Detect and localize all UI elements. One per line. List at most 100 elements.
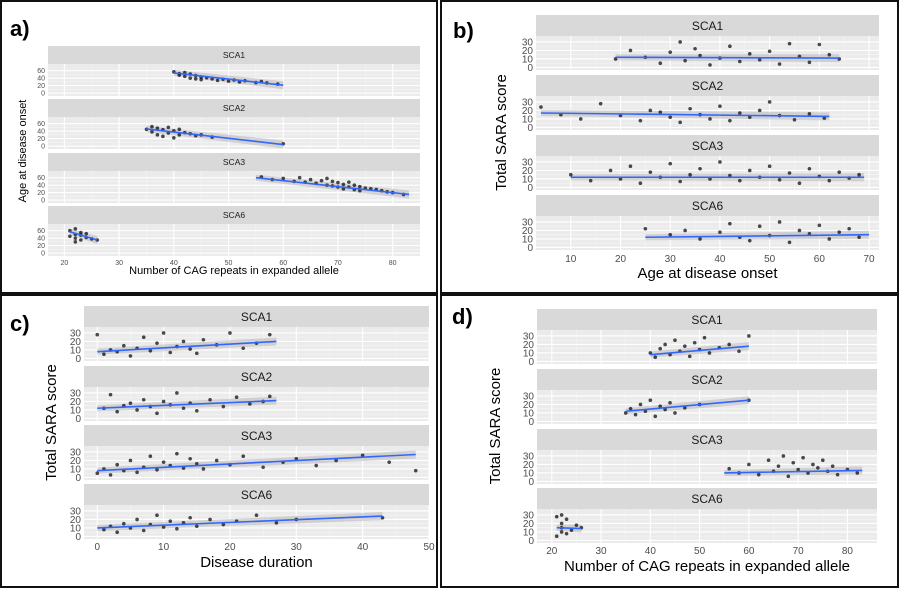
facet-title: SCA2 xyxy=(692,79,724,93)
y-tick-label: 10 xyxy=(70,345,82,356)
data-point xyxy=(193,77,198,81)
data-point xyxy=(638,181,643,185)
facet-panel xyxy=(536,156,879,190)
data-point xyxy=(837,170,842,174)
x-tick-label: 60 xyxy=(814,254,826,265)
data-point xyxy=(658,346,662,351)
data-point xyxy=(807,60,812,65)
facet-strip xyxy=(48,99,420,117)
data-point xyxy=(728,118,732,123)
y-axis-label: Total SARA score xyxy=(487,368,504,485)
fit-line xyxy=(146,128,284,146)
data-point xyxy=(568,172,573,177)
data-point xyxy=(747,168,752,173)
data-point xyxy=(155,513,159,517)
y-tick-label: 0 xyxy=(75,473,81,484)
data-point xyxy=(747,462,751,467)
data-point xyxy=(698,237,702,241)
data-point xyxy=(102,352,106,357)
data-point xyxy=(188,515,192,520)
y-tick-label: 60 xyxy=(37,68,45,75)
panel-label: a) xyxy=(10,16,30,41)
data-point xyxy=(688,172,692,177)
data-point xyxy=(678,179,682,184)
facet-strip xyxy=(537,309,877,330)
data-point xyxy=(737,349,741,354)
facet-title: SCA6 xyxy=(241,488,273,502)
data-point xyxy=(73,240,78,244)
data-point xyxy=(234,395,239,400)
data-point xyxy=(248,402,252,406)
data-point xyxy=(728,221,732,226)
data-point xyxy=(135,517,139,522)
data-point xyxy=(108,392,113,397)
data-point xyxy=(781,454,786,458)
data-point xyxy=(267,332,272,337)
fit-line xyxy=(724,469,863,474)
data-point xyxy=(820,458,825,463)
facet-strip xyxy=(536,75,879,96)
x-tick-label: 50 xyxy=(225,260,233,267)
data-point xyxy=(314,463,319,468)
data-point xyxy=(569,528,574,533)
y-axis-label: Age at disease onset xyxy=(17,100,29,203)
data-point xyxy=(208,517,212,522)
x-tick-label: 30 xyxy=(665,254,677,265)
data-point xyxy=(95,332,100,337)
data-point xyxy=(578,117,583,121)
y-tick-label: 10 xyxy=(523,348,535,359)
data-point xyxy=(855,471,860,475)
data-point xyxy=(221,404,226,409)
data-point xyxy=(718,230,722,234)
data-point xyxy=(148,349,153,353)
data-point xyxy=(663,407,667,412)
data-point xyxy=(128,354,133,358)
facet-strip xyxy=(537,488,877,509)
facet-title: SCA2 xyxy=(691,373,723,387)
panel-label: b) xyxy=(453,18,474,43)
facet-title: SCA3 xyxy=(692,139,724,153)
data-point xyxy=(175,527,179,531)
data-point xyxy=(73,236,78,240)
data-point xyxy=(668,115,673,120)
data-point xyxy=(308,177,313,182)
facet-strip xyxy=(84,425,429,446)
data-point xyxy=(241,346,246,351)
data-point xyxy=(816,466,820,470)
data-point xyxy=(554,514,559,519)
y-tick-label: 20 xyxy=(37,243,45,250)
data-point xyxy=(281,176,286,181)
data-point xyxy=(801,455,805,460)
x-tick-label: 0 xyxy=(94,542,100,553)
data-point xyxy=(683,344,687,348)
facet-strip xyxy=(48,206,420,224)
data-point xyxy=(588,178,593,183)
data-point xyxy=(692,340,697,345)
y-tick-label: 60 xyxy=(37,228,45,235)
data-point xyxy=(554,534,559,538)
facet-strip xyxy=(537,429,877,450)
data-point xyxy=(786,474,791,479)
data-point xyxy=(688,106,692,111)
y-tick-label: 20 xyxy=(70,397,82,408)
data-point xyxy=(226,79,231,83)
y-tick-label: 30 xyxy=(523,510,535,521)
y-tick-label: 60 xyxy=(37,121,45,128)
data-point xyxy=(564,531,569,536)
data-point xyxy=(102,527,106,532)
data-point xyxy=(847,226,851,231)
facet-title: SCA3 xyxy=(241,429,273,443)
y-tick-label: 30 xyxy=(522,217,534,228)
y-tick-label: 20 xyxy=(523,519,535,530)
data-point xyxy=(857,172,861,177)
data-point xyxy=(188,456,192,461)
x-tick-label: 60 xyxy=(743,546,755,557)
data-point xyxy=(228,331,232,335)
data-point xyxy=(668,161,673,166)
fit-line xyxy=(650,345,749,356)
data-point xyxy=(835,472,840,477)
fit-line xyxy=(255,176,410,196)
data-point xyxy=(702,335,707,340)
